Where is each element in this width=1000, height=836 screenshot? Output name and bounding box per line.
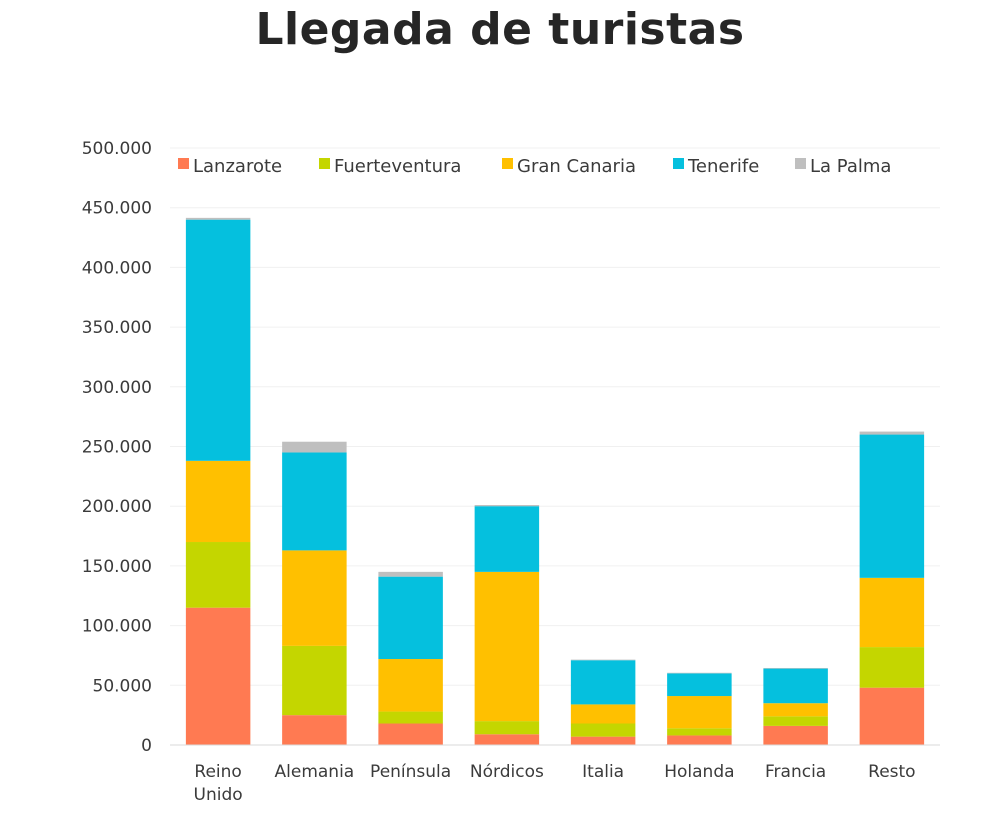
bar-segment [378,723,443,745]
bar-segment [282,452,347,551]
y-tick-label: 100.000 [82,617,152,637]
y-tick-label: 0 [141,736,152,756]
bar-segment [282,715,347,745]
bar-segment [667,672,732,674]
legend-swatch [178,158,189,169]
bar-segment [474,571,540,722]
y-tick-label: 150.000 [82,557,152,577]
bar-segment [667,735,732,745]
bar-segment [859,431,925,435]
bar-segment [185,460,251,543]
legend-label: Tenerife [687,156,759,177]
legend-swatch [502,158,513,169]
bar-segment [763,668,828,704]
y-tick-label: 400.000 [82,258,152,278]
x-tick-label: Resto [868,762,915,782]
y-tick-label: 500.000 [82,139,152,159]
legend-label: Lanzarote [193,156,282,177]
y-tick-label: 200.000 [82,497,152,517]
bar-segment [570,723,636,737]
x-tick-label: Alemania [275,762,355,782]
legend-swatch [673,158,684,169]
x-tick-label: Nórdicos [470,762,544,782]
y-tick-label: 450.000 [82,199,152,219]
bar-segment [185,219,251,461]
bar-segment [667,728,732,736]
bar-segment [474,506,540,572]
legend-label: La Palma [810,156,891,177]
bar-segment [763,703,828,717]
bar-segment [474,734,540,745]
bar-segment [378,711,443,724]
bar-segment [570,659,636,661]
bar-segment [859,434,925,578]
bar-segment [185,607,251,745]
bar-segment [859,577,925,648]
bar-segment [570,736,636,745]
bar-segment [282,550,347,646]
legend-label: Fuerteventura [334,156,461,177]
bar-segment [763,716,828,726]
bar-segment [378,576,443,660]
bar-segment [763,725,828,745]
x-tick-label: Francia [765,762,826,782]
bar-segment [282,441,347,453]
bar-segment [474,721,540,735]
legend-swatch [319,158,330,169]
bar-segment [667,673,732,697]
x-tick-label: Italia [582,762,624,782]
x-tick-label: Reino [194,762,241,782]
bar-segment [859,687,925,745]
legend-swatch [795,158,806,169]
y-tick-label: 350.000 [82,318,152,338]
bar-segment [185,542,251,608]
bars [185,217,925,745]
bar-segment [570,704,636,724]
x-tick-label: Unido [194,785,243,805]
y-tick-label: 250.000 [82,438,152,458]
bar-segment [185,217,251,220]
y-tick-label: 50.000 [93,676,152,696]
bar-segment [378,659,443,712]
y-tick-label: 300.000 [82,378,152,398]
x-tick-label: Península [370,762,451,782]
x-tick-label: Holanda [664,762,734,782]
legend-label: Gran Canaria [517,156,636,177]
bar-segment [859,647,925,688]
legend: Lanzarote Fuerteventura Gran Canaria Teneri… [178,156,891,177]
bar-segment [667,696,732,729]
axes: 0 50.000 100.000 150.000 200.000 250.000 300.0… [82,139,940,805]
bar-segment [282,645,347,716]
chart-title: Llegada de turistas [255,4,745,55]
bar-segment [474,505,540,507]
bar-segment [378,571,443,577]
bar-segment [763,667,828,669]
bar-segment [570,660,636,705]
